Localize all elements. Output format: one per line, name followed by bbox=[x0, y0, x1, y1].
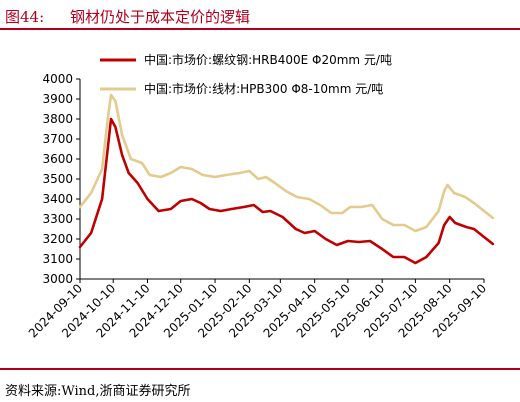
chart-legend: 中国:市场价:螺纹钢:HRB400E Φ20mm 元/吨中国:市场价:线材:HP… bbox=[100, 52, 392, 96]
source-note: 资料来源:Wind,浙商证券研究所 bbox=[5, 384, 191, 399]
series-line bbox=[78, 93, 495, 233]
y-tick-label: 3400 bbox=[42, 192, 73, 206]
y-tick-label: 3700 bbox=[42, 132, 73, 146]
legend-label: 中国:市场价:螺纹钢:HRB400E Φ20mm 元/吨 bbox=[144, 52, 392, 67]
y-tick-label: 3300 bbox=[42, 212, 73, 226]
y-tick-label: 3800 bbox=[42, 112, 73, 126]
chart-axes: 3000 3100 3200 3300 3400 3500 3600 3700 3800 3900… bbox=[26, 72, 489, 340]
legend-label: 中国:市场价:线材:HPB300 Φ8-10mm 元/吨 bbox=[144, 81, 383, 96]
figure-footer: 资料来源:Wind,浙商证券研究所 bbox=[0, 368, 520, 402]
y-tick-label: 3500 bbox=[42, 172, 73, 186]
figure-label: 图44: bbox=[5, 8, 45, 26]
figure-header: 图44: 钢材仍处于成本定价的逻辑 bbox=[0, 0, 520, 30]
figure-title: 钢材仍处于成本定价的逻辑 bbox=[70, 8, 251, 26]
y-tick-label: 3600 bbox=[42, 152, 73, 166]
series-line bbox=[78, 117, 495, 265]
y-tick-label: 3900 bbox=[42, 92, 73, 106]
y-tick-label: 3100 bbox=[42, 252, 73, 266]
y-tick-label: 3200 bbox=[42, 232, 73, 246]
y-tick-label: 3000 bbox=[42, 272, 73, 286]
series-layer bbox=[78, 93, 495, 265]
line-chart: 3000 3100 3200 3300 3400 3500 3600 3700 3800 3900… bbox=[26, 52, 495, 340]
y-tick-label: 4000 bbox=[42, 72, 73, 86]
